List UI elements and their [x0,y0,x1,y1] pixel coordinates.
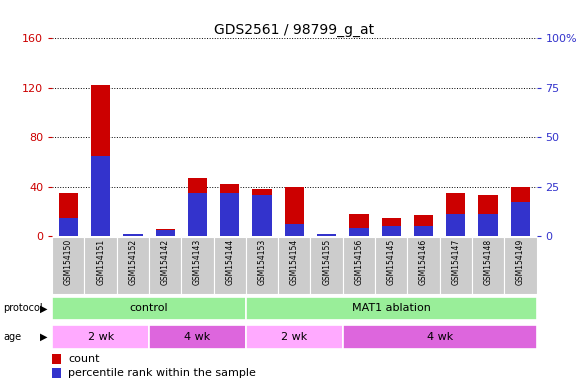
Bar [91,85,110,236]
Bar [407,237,440,294]
Text: GSM154142: GSM154142 [161,238,170,285]
Text: 2 wk: 2 wk [281,332,307,342]
Bar [149,237,182,294]
Bar [149,325,246,349]
Bar [472,237,504,294]
Text: GSM154143: GSM154143 [193,238,202,285]
Text: GSM154147: GSM154147 [451,238,461,285]
Bar [246,237,278,294]
Bar [252,189,272,236]
Bar [285,187,304,236]
Text: 2 wk: 2 wk [88,332,114,342]
Bar [91,156,110,236]
Text: GSM154150: GSM154150 [64,238,73,285]
Bar [478,195,498,236]
Title: GDS2561 / 98799_g_at: GDS2561 / 98799_g_at [214,23,375,37]
Text: 4 wk: 4 wk [184,332,211,342]
Bar [349,227,369,236]
Bar [117,237,149,294]
Bar [52,325,149,349]
Text: count: count [68,354,100,364]
Bar [310,237,343,294]
Bar [59,218,78,236]
Bar [59,193,78,236]
Bar [213,237,246,294]
Text: GSM154146: GSM154146 [419,238,428,285]
Bar [440,237,472,294]
Bar [343,237,375,294]
Bar [478,214,498,236]
Bar [155,229,175,236]
Text: protocol: protocol [3,303,42,313]
Bar [349,214,369,236]
Text: GSM154154: GSM154154 [290,238,299,285]
Text: GSM154149: GSM154149 [516,238,525,285]
Bar [285,224,304,236]
Bar [182,237,213,294]
Text: GSM154152: GSM154152 [128,238,137,285]
Text: GSM154156: GSM154156 [354,238,364,285]
Text: MAT1 ablation: MAT1 ablation [352,303,430,313]
Bar [510,202,530,236]
Text: GSM154151: GSM154151 [96,238,105,285]
Text: GSM154145: GSM154145 [387,238,396,285]
Text: control: control [130,303,168,313]
Bar [85,237,117,294]
Bar [278,237,310,294]
Bar [188,193,207,236]
Text: percentile rank within the sample: percentile rank within the sample [68,368,256,378]
Bar [446,214,466,236]
Bar [188,178,207,236]
Bar [504,237,536,294]
Bar [155,230,175,236]
Text: GSM154144: GSM154144 [225,238,234,285]
Bar [123,234,143,236]
Text: 4 wk: 4 wk [426,332,453,342]
Bar [446,193,466,236]
Bar [414,215,433,236]
Bar [375,237,407,294]
Bar [382,218,401,236]
Text: ▶: ▶ [40,332,48,342]
Bar [220,193,240,236]
Bar [52,296,246,320]
Bar [317,234,336,236]
Bar [317,234,336,236]
Bar [252,195,272,236]
Bar [52,237,85,294]
Bar [123,234,143,236]
Bar [510,187,530,236]
Bar [414,226,433,236]
Text: GSM154153: GSM154153 [258,238,267,285]
Bar [52,368,61,378]
Bar [220,184,240,236]
Bar [382,226,401,236]
Text: ▶: ▶ [40,303,48,313]
Text: GSM154148: GSM154148 [484,238,492,285]
Bar [343,325,536,349]
Bar [246,325,343,349]
Bar [246,296,536,320]
Text: age: age [3,332,21,342]
Text: GSM154155: GSM154155 [322,238,331,285]
Bar [52,354,61,364]
